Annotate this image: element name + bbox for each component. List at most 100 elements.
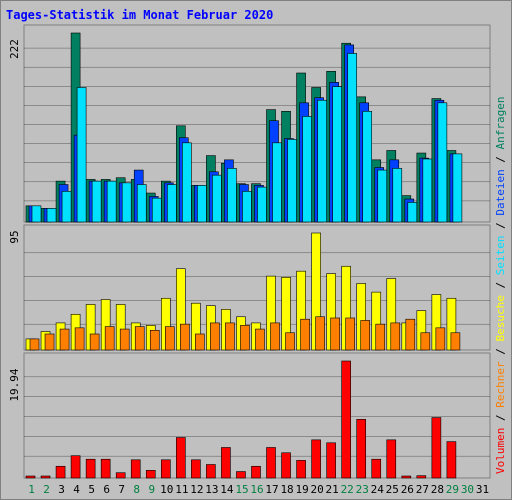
bar-rechner-day-14 xyxy=(225,322,235,351)
bar-volumen-day-23 xyxy=(356,419,367,479)
panel-bottom: 19.94 xyxy=(8,352,491,479)
day-label-7: 7 xyxy=(118,483,125,496)
legend-separator: / xyxy=(494,149,507,169)
bar-seiten-day-19 xyxy=(302,116,312,223)
legend-separator: / xyxy=(494,408,507,428)
bar-volumen-day-18 xyxy=(281,452,291,479)
day-label-24: 24 xyxy=(371,483,385,496)
day-label-25: 25 xyxy=(386,483,399,496)
bar-rechner-day-19 xyxy=(300,318,310,351)
bar-volumen-day-29 xyxy=(446,441,457,479)
day-label-8: 8 xyxy=(133,483,140,496)
bar-seiten-day-29 xyxy=(452,153,463,223)
bar-rechner-day-13 xyxy=(210,322,220,351)
bar-seiten-day-4 xyxy=(76,87,87,223)
bar-volumen-day-3 xyxy=(55,465,66,479)
day-label-26: 26 xyxy=(401,483,414,496)
bar-seiten-day-7 xyxy=(121,182,132,223)
day-label-12: 12 xyxy=(190,483,203,496)
day-label-30: 30 xyxy=(461,483,474,496)
day-label-10: 10 xyxy=(160,483,173,496)
bar-volumen-day-21 xyxy=(326,442,336,479)
bar-volumen-day-14 xyxy=(221,447,231,479)
day-label-29: 29 xyxy=(446,483,459,496)
bar-volumen-day-19 xyxy=(296,460,306,479)
panel-middle: 95 xyxy=(8,224,491,351)
chart-title: Tages-Statistik im Monat Februar 2020 xyxy=(6,8,273,22)
bar-volumen-day-16 xyxy=(251,465,261,479)
bar-rechner-day-16 xyxy=(255,328,265,351)
bar-seiten-day-2 xyxy=(46,208,57,223)
bar-seiten-day-27 xyxy=(422,158,433,223)
panel-middle-max-label: 95 xyxy=(8,230,21,243)
bar-seiten-day-25 xyxy=(392,168,403,223)
bar-volumen-day-6 xyxy=(100,458,111,479)
day-label-11: 11 xyxy=(175,483,188,496)
bar-rechner-day-4 xyxy=(74,327,85,351)
bar-volumen-day-15 xyxy=(236,471,246,479)
bar-rechner-day-24 xyxy=(375,323,386,351)
bar-rechner-day-7 xyxy=(119,328,130,351)
day-label-31: 31 xyxy=(476,483,489,496)
bar-rechner-day-29 xyxy=(450,332,461,351)
bar-seiten-day-24 xyxy=(377,169,388,223)
bar-volumen-day-28 xyxy=(431,417,442,479)
bar-volumen-day-24 xyxy=(371,458,382,479)
bar-volumen-day-7 xyxy=(115,472,126,479)
bar-volumen-day-11 xyxy=(176,437,186,479)
bar-volumen-day-12 xyxy=(191,459,201,479)
panel-top-max-label: 222 xyxy=(8,39,21,59)
day-label-16: 16 xyxy=(250,483,263,496)
bar-seiten-day-15 xyxy=(242,191,252,223)
bar-seiten-day-28 xyxy=(437,102,448,223)
bar-volumen-day-2 xyxy=(40,475,51,479)
bar-volumen-day-25 xyxy=(386,439,397,479)
legend-entry-seiten: Seiten xyxy=(494,236,507,276)
bar-rechner-day-18 xyxy=(285,332,295,351)
bar-rechner-day-25 xyxy=(390,322,401,351)
bar-seiten-day-10 xyxy=(166,184,177,223)
bar-seiten-day-18 xyxy=(287,139,297,223)
bar-seiten-day-5 xyxy=(91,180,102,223)
bar-seiten-day-23 xyxy=(362,111,373,223)
bar-rechner-day-28 xyxy=(435,327,446,351)
bar-volumen-day-20 xyxy=(311,439,321,479)
legend-entry-besuche: Besuche xyxy=(494,295,507,341)
day-label-9: 9 xyxy=(148,483,155,496)
day-label-13: 13 xyxy=(205,483,218,496)
bar-volumen-day-9 xyxy=(145,470,156,479)
day-label-19: 19 xyxy=(295,483,308,496)
bar-rechner-day-6 xyxy=(104,326,115,351)
bar-seiten-day-9 xyxy=(151,197,162,223)
bar-volumen-day-22 xyxy=(341,360,351,479)
bar-seiten-day-3 xyxy=(61,191,72,223)
bar-rechner-day-1 xyxy=(29,338,40,351)
day-label-1: 1 xyxy=(28,483,35,496)
bar-seiten-day-20 xyxy=(317,99,327,223)
bar-rechner-day-2 xyxy=(44,333,55,351)
bar-seiten-day-14 xyxy=(227,168,237,223)
day-label-4: 4 xyxy=(73,483,80,496)
bar-seiten-day-13 xyxy=(212,174,222,223)
bar-seiten-day-22 xyxy=(347,53,357,223)
panel-bottom-max-label: 19.94 xyxy=(8,368,21,401)
day-label-15: 15 xyxy=(235,483,248,496)
bar-volumen-day-17 xyxy=(266,447,276,479)
bar-rechner-day-21 xyxy=(330,317,340,351)
bar-rechner-day-22 xyxy=(345,317,355,351)
bar-volumen-day-26 xyxy=(401,475,412,479)
legend-separator: / xyxy=(494,216,507,236)
bar-seiten-day-17 xyxy=(272,142,282,223)
day-label-14: 14 xyxy=(220,483,234,496)
bar-seiten-day-6 xyxy=(106,180,117,223)
bar-rechner-day-10 xyxy=(164,326,175,351)
legend-separator: / xyxy=(494,275,507,295)
bar-seiten-day-11 xyxy=(182,142,192,223)
panel-bottom-background xyxy=(23,352,491,479)
bar-seiten-day-1 xyxy=(31,205,42,223)
bar-volumen-day-5 xyxy=(85,458,96,479)
day-label-23: 23 xyxy=(356,483,369,496)
day-label-5: 5 xyxy=(88,483,95,496)
day-label-3: 3 xyxy=(58,483,65,496)
